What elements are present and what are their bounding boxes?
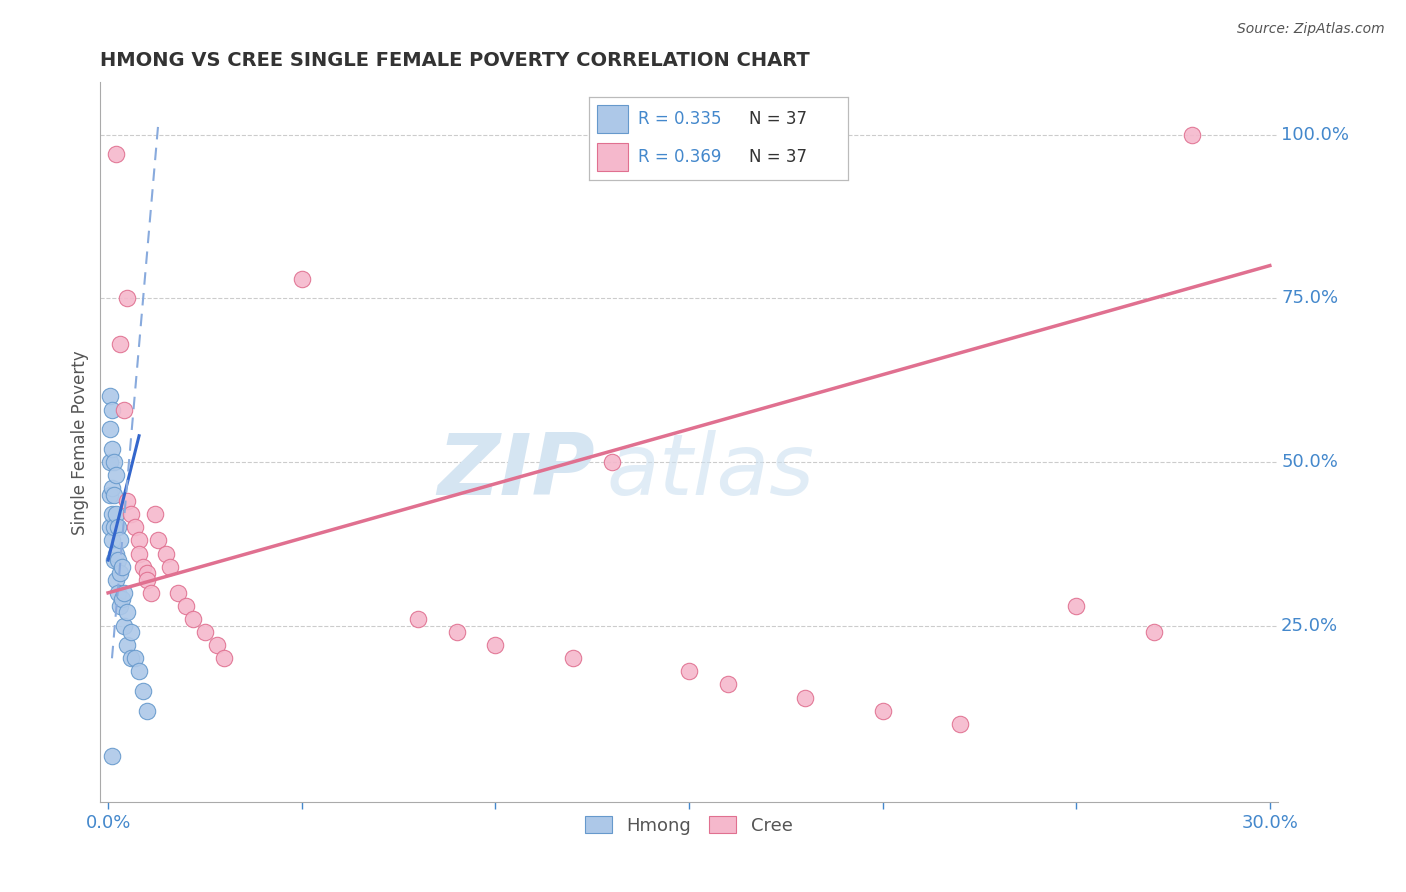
Point <box>98 422 121 436</box>
Point <box>794 690 817 705</box>
Point <box>103 488 125 502</box>
Point <box>117 291 139 305</box>
Point <box>117 638 139 652</box>
Point <box>101 481 124 495</box>
Point <box>135 566 157 581</box>
Point <box>103 553 125 567</box>
Point <box>139 586 162 600</box>
Point <box>107 520 129 534</box>
Point <box>148 533 170 548</box>
Point <box>291 271 314 285</box>
Point <box>98 488 121 502</box>
Point <box>112 586 135 600</box>
Point <box>101 533 124 548</box>
Point <box>101 442 124 456</box>
Point <box>104 508 127 522</box>
Text: 50.0%: 50.0% <box>1281 453 1339 471</box>
Point <box>135 704 157 718</box>
Point <box>132 559 155 574</box>
Text: 25.0%: 25.0% <box>1281 616 1339 634</box>
Text: 75.0%: 75.0% <box>1281 289 1339 308</box>
Point <box>132 684 155 698</box>
Point <box>561 651 583 665</box>
Point <box>406 612 429 626</box>
Point <box>174 599 197 613</box>
Point <box>98 520 121 534</box>
Point <box>101 508 124 522</box>
Point <box>194 625 217 640</box>
Point <box>117 606 139 620</box>
Point <box>446 625 468 640</box>
Legend: Hmong, Cree: Hmong, Cree <box>576 806 801 844</box>
Point <box>872 704 894 718</box>
Point <box>103 455 125 469</box>
Point <box>143 508 166 522</box>
Point <box>101 749 124 764</box>
Point <box>98 390 121 404</box>
Point <box>949 716 972 731</box>
Text: 100.0%: 100.0% <box>1281 126 1350 144</box>
Point <box>104 147 127 161</box>
Point <box>155 547 177 561</box>
Point <box>104 573 127 587</box>
Point <box>166 586 188 600</box>
Text: atlas: atlas <box>606 430 814 513</box>
Point <box>1181 128 1204 142</box>
Point <box>135 573 157 587</box>
Point <box>120 625 142 640</box>
Y-axis label: Single Female Poverty: Single Female Poverty <box>72 350 89 534</box>
Point <box>120 508 142 522</box>
Point <box>107 553 129 567</box>
Point <box>111 559 134 574</box>
Point <box>117 494 139 508</box>
Point <box>108 566 131 581</box>
Point <box>104 547 127 561</box>
Text: HMONG VS CREE SINGLE FEMALE POVERTY CORRELATION CHART: HMONG VS CREE SINGLE FEMALE POVERTY CORR… <box>100 51 810 70</box>
Point <box>128 665 150 679</box>
Point <box>678 665 700 679</box>
Text: ZIP: ZIP <box>437 430 595 513</box>
Point <box>205 638 228 652</box>
Point <box>112 618 135 632</box>
Point <box>107 586 129 600</box>
Point <box>98 455 121 469</box>
Point <box>124 520 146 534</box>
Point <box>101 402 124 417</box>
Point <box>124 651 146 665</box>
Point <box>214 651 236 665</box>
Point <box>111 592 134 607</box>
Point <box>128 547 150 561</box>
Point <box>104 468 127 483</box>
Point <box>181 612 204 626</box>
Point <box>484 638 506 652</box>
Point <box>108 599 131 613</box>
Point <box>120 651 142 665</box>
Point <box>112 402 135 417</box>
Point <box>717 677 740 691</box>
Point <box>600 455 623 469</box>
Point <box>1143 625 1166 640</box>
Point <box>128 533 150 548</box>
Point <box>103 520 125 534</box>
Point <box>108 533 131 548</box>
Point <box>159 559 181 574</box>
Point <box>1064 599 1087 613</box>
Text: Source: ZipAtlas.com: Source: ZipAtlas.com <box>1237 22 1385 37</box>
Point <box>108 337 131 351</box>
